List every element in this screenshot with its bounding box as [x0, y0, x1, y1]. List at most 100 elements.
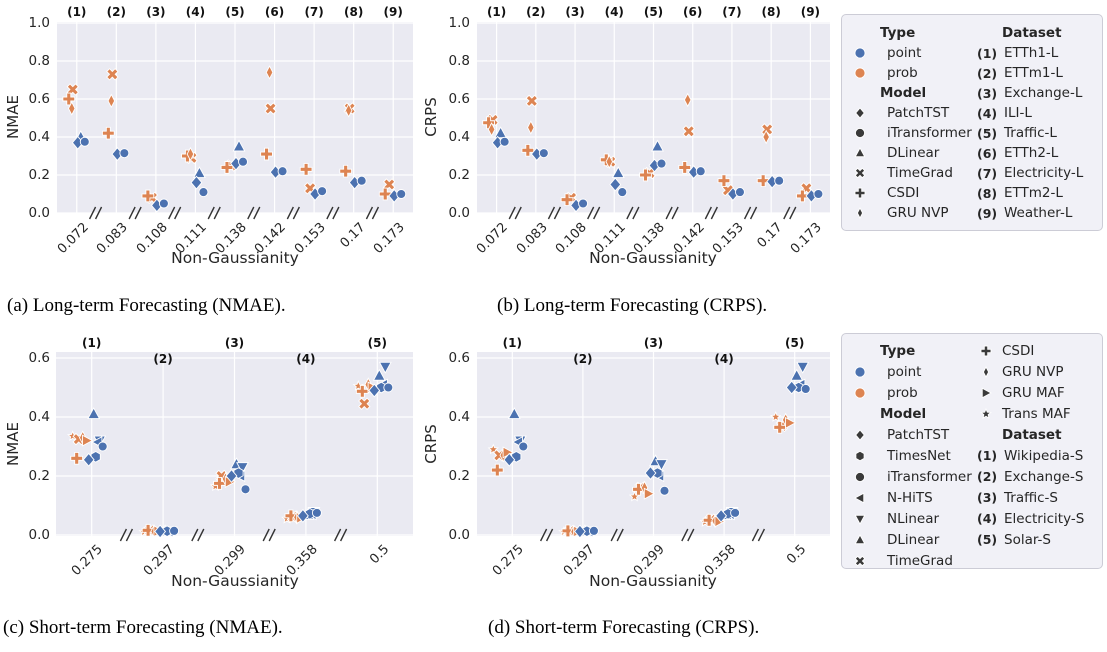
legend-short-term: Type point prob Model PatchTST TimesNet iTrans…: [841, 333, 1103, 569]
marker-iTransformer: [813, 189, 824, 199]
group-label: (7): [304, 5, 324, 19]
legend-marker: [854, 491, 865, 504]
legend-marker: [854, 471, 866, 482]
legend-item-label: Traffic-L: [1004, 125, 1057, 141]
axis-break-mark: [94, 206, 103, 220]
circle-icon: [854, 67, 866, 79]
marker-iTransformer: [659, 485, 670, 496]
marker-TimeGrad: [264, 102, 277, 115]
legend-long-term: Type point prob Model PatchTST iTransformer DL…: [841, 14, 1103, 231]
marker-CSDI: [220, 161, 234, 174]
marker-NLinear: [378, 361, 392, 374]
marker-TimeGrad: [106, 68, 119, 81]
legend-item-label: NLinear: [887, 510, 940, 527]
marker-DLinear: [651, 139, 664, 152]
legend-header: Dataset: [1002, 426, 1062, 443]
legend-column-right: Dataset (1) ETTh1-L (2) ETTm1-L (3) Exchange-L…: [977, 23, 1099, 223]
marker-GRU NVP: [107, 93, 116, 109]
group-label: (9): [383, 5, 403, 19]
caption-a: (a) Long-term Forecasting (NMAE).: [7, 295, 286, 316]
y-tick-label: 0.0: [448, 527, 470, 543]
legend-row: GRU NVP: [977, 361, 1099, 382]
axis-break-mark: [681, 528, 689, 542]
legend-item-label: GRU NVP: [887, 205, 949, 221]
group-label: (5): [367, 336, 387, 350]
legend-row: point: [850, 361, 977, 382]
legend-header: Dataset: [1002, 25, 1062, 41]
axis-break-mark: [508, 206, 516, 220]
marker-GRU NVP: [67, 101, 76, 116]
marker-CSDI: [62, 92, 76, 106]
group-label: (3): [146, 5, 166, 19]
legend-row: point: [850, 43, 977, 63]
x-icon: [854, 167, 866, 179]
group-label: (6): [264, 5, 285, 19]
axis-break-mark: [191, 528, 199, 542]
marker-CSDI: [141, 189, 155, 203]
axis-break-mark: [704, 206, 712, 220]
legend-header: Type: [880, 342, 916, 359]
axis-break-mark: [197, 528, 205, 542]
diamond-icon: [855, 107, 865, 119]
axis-break-mark: [268, 528, 276, 542]
marker-DLinear: [87, 407, 101, 419]
marker-iTransformer: [238, 156, 248, 167]
plot-canvas-c: [56, 352, 413, 542]
legend-row: (6) ETTh2-L: [977, 143, 1099, 163]
marker-DLinear: [232, 139, 246, 152]
marker-DLinear: [372, 368, 386, 381]
legend-header: Model: [880, 405, 927, 422]
axis-break-mark: [593, 206, 601, 220]
y-axis-label-a: NMAE: [4, 95, 22, 139]
marker-iTransformer: [734, 187, 745, 198]
legend-dataset-number: (7): [977, 165, 998, 181]
marker-iTransformer: [317, 186, 328, 197]
marker-iTransformer: [198, 187, 209, 198]
legend-row: iTransformer: [850, 123, 977, 143]
axis-break-mark: [665, 206, 673, 220]
marker-iTransformer: [656, 158, 667, 169]
legend-item-label: point: [887, 45, 922, 61]
axis-break-mark: [365, 206, 374, 220]
legend-dataset-number: (1): [977, 448, 998, 463]
legend-item-label: GRU MAF: [1002, 384, 1065, 401]
group-label: (1): [502, 336, 522, 350]
legend-item-label: TimeGrad: [887, 165, 953, 181]
circle-icon: [854, 127, 866, 139]
group-label: (5): [225, 5, 245, 19]
group-label: (6): [683, 5, 703, 19]
legend-row: iTransformer: [850, 466, 977, 487]
legend-row: GRU MAF: [977, 382, 1099, 403]
legend-dataset-number: (5): [977, 125, 998, 141]
axis-break-mark: [286, 206, 294, 220]
axis-break-mark: [262, 528, 270, 542]
marker-PatchTST: [154, 524, 167, 539]
legend-row: (4) Electricity-S: [977, 508, 1099, 529]
legend-item-label: iTransformer: [887, 468, 972, 485]
y-tick-label: 0.4: [28, 129, 50, 145]
marker-iTransformer: [730, 507, 741, 518]
group-label: (2): [153, 352, 173, 366]
caption-b: (b) Long-term Forecasting (CRPS).: [497, 295, 768, 316]
group-label: (2): [526, 5, 546, 19]
marker-TimeGrad: [358, 397, 371, 410]
axis-break-mark: [371, 206, 380, 220]
axis-break-mark: [545, 528, 554, 542]
legend-item-label: Weather-L: [1004, 205, 1073, 221]
legend-marker: [855, 428, 865, 441]
marker-Trans MAF: [770, 411, 782, 422]
axis-break-mark: [253, 206, 261, 220]
star-icon: [980, 407, 992, 419]
legend-row: GRU NVP: [850, 203, 977, 223]
triangle_up-icon: [854, 147, 866, 158]
legend-column-left: Type point prob Model PatchTST TimesNet iTrans…: [850, 340, 977, 571]
marker-CSDI: [717, 174, 731, 188]
marker-TimeGrad: [682, 125, 695, 138]
legend-row: DLinear: [850, 529, 977, 550]
axis-break-mark: [743, 206, 752, 220]
legend-item-label: ILI-L: [1004, 105, 1032, 121]
legend-dataset-number: (3): [977, 85, 998, 101]
y-tick-label: 0.2: [448, 167, 470, 183]
marker-CSDI: [521, 143, 535, 157]
marker-PatchTST: [609, 177, 622, 192]
